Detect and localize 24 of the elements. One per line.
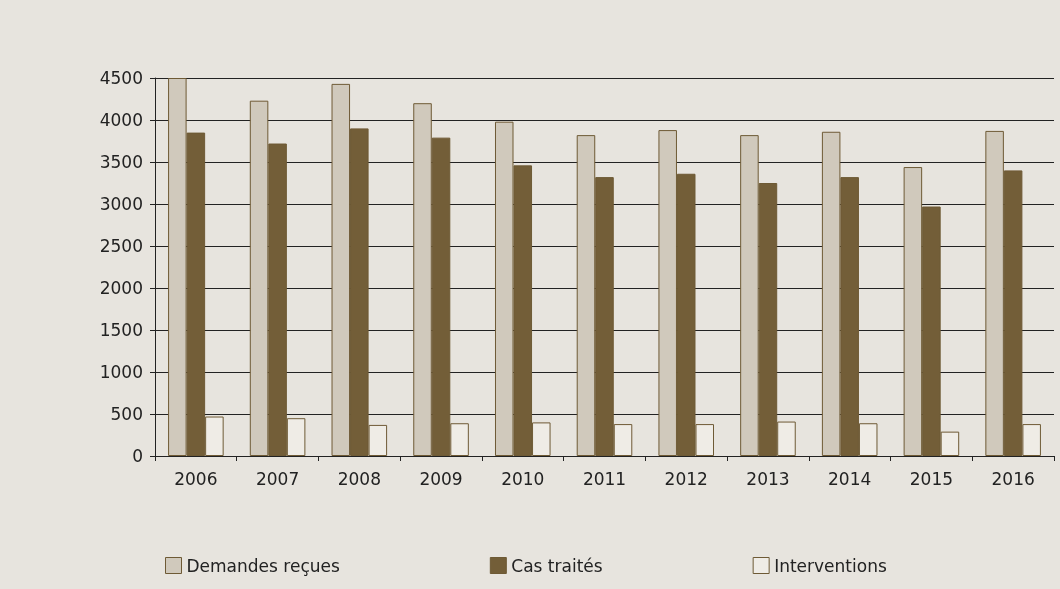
x-tick-label: 2016 bbox=[991, 468, 1035, 489]
x-tick-label: 2006 bbox=[174, 468, 218, 489]
legend-label: Cas traités bbox=[511, 555, 603, 576]
x-tick-label: 2007 bbox=[255, 468, 300, 489]
x-tick-label: 2015 bbox=[909, 468, 954, 489]
x-tick-label: 2014 bbox=[828, 468, 872, 489]
y-tick-label: 2500 bbox=[99, 236, 143, 256]
y-tick-label: 1500 bbox=[99, 320, 143, 340]
y-tick-label: 3000 bbox=[99, 194, 143, 214]
y-tick-label: 3500 bbox=[99, 152, 143, 172]
x-tick-label: 2013 bbox=[746, 468, 790, 489]
x-tick-label: 2009 bbox=[419, 468, 463, 489]
x-tick-label: 2008 bbox=[337, 468, 381, 489]
y-tick-label: 4000 bbox=[99, 110, 143, 130]
x-tick-label: 2012 bbox=[664, 468, 708, 489]
x-tick-label: 2011 bbox=[582, 468, 627, 489]
x-tick-label: 2010 bbox=[501, 468, 545, 489]
y-tick-label: 0 bbox=[132, 446, 143, 466]
y-tick-label: 4500 bbox=[99, 68, 143, 88]
legend-label: Interventions bbox=[774, 555, 887, 576]
y-tick-label: 2000 bbox=[99, 278, 143, 298]
y-tick-label: 1000 bbox=[99, 362, 143, 382]
y-tick-label: 500 bbox=[110, 404, 143, 424]
legend-label: Demandes reçues bbox=[186, 555, 340, 576]
